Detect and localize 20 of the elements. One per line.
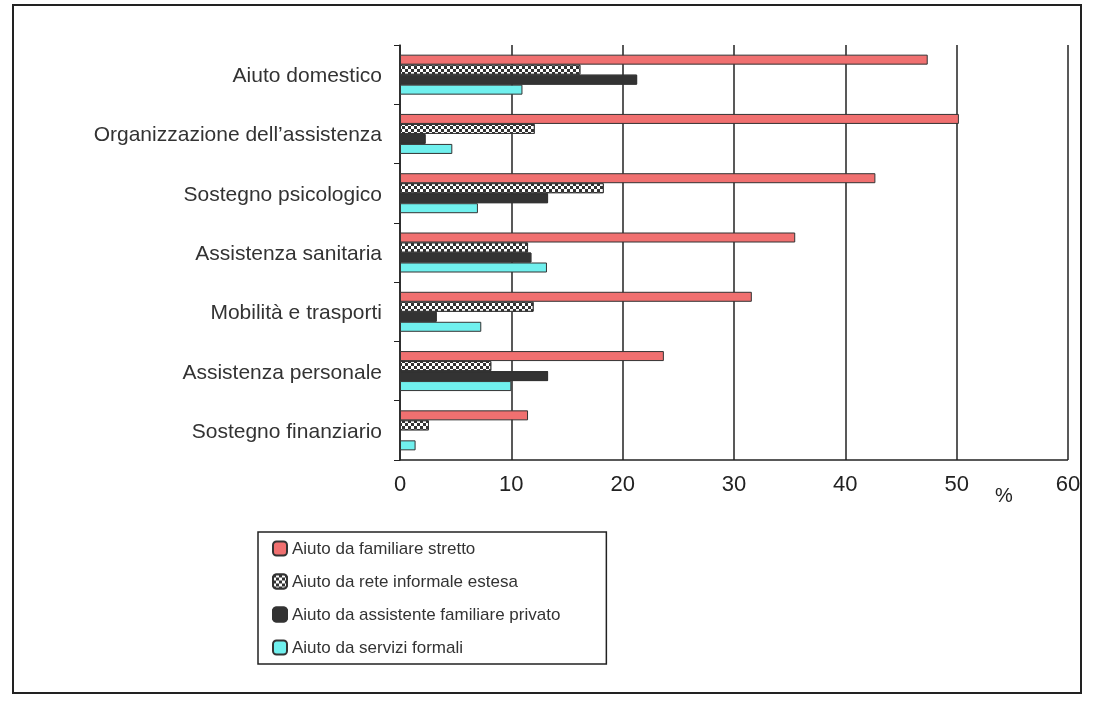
x-tick-label: 10 [499, 470, 524, 496]
x-axis-title: % [995, 484, 1013, 506]
y-tick-label: Sostegno psicologico [183, 181, 382, 205]
x-tick-label: 30 [721, 470, 747, 496]
x-tick-label: 20 [610, 470, 635, 496]
y-tick-label: Assistenza personale [182, 359, 382, 383]
y-tick-label: Organizzazione dell’assistenza [93, 122, 383, 146]
y-tick-label: Assistenza sanitaria [195, 241, 383, 264]
x-tick-label: 40 [833, 470, 858, 496]
legend-label: Aiuto da assistente familiare privato [292, 605, 561, 624]
bar [400, 440, 416, 451]
legend-label: Aiuto da rete informale estesa [292, 572, 519, 591]
y-tick-label: Aiuto domestico [232, 63, 382, 87]
x-tick-label: 50 [944, 470, 969, 496]
x-tick-label: 60 [1055, 470, 1081, 496]
y-tick-label: Mobilità e trasporti [210, 300, 382, 324]
x-tick-label: 0 [393, 470, 407, 496]
legend-label: Aiuto da familiare stretto [292, 539, 476, 558]
legend-label: Aiuto da servizi formali [292, 638, 464, 657]
y-tick-label: Sostegno finanziario [191, 418, 382, 442]
